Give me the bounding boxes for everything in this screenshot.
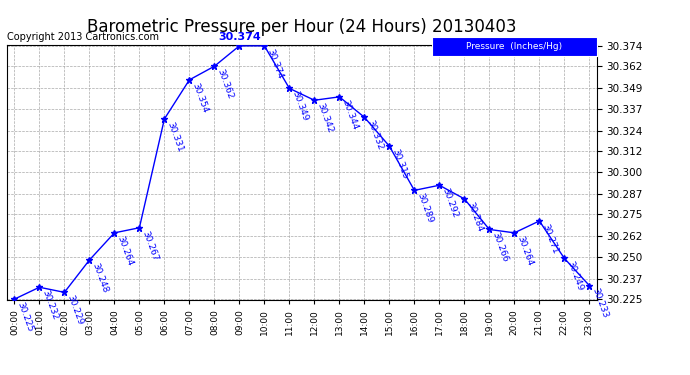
Text: 30.354: 30.354 — [190, 81, 210, 114]
Text: 30.229: 30.229 — [66, 294, 85, 326]
Text: 30.271: 30.271 — [541, 222, 560, 255]
Text: 30.344: 30.344 — [341, 98, 360, 131]
Text: 30.233: 30.233 — [591, 287, 610, 320]
Text: 30.292: 30.292 — [441, 187, 460, 219]
Text: 30.349: 30.349 — [290, 90, 310, 122]
Text: 30.266: 30.266 — [491, 231, 510, 264]
Text: 30.315: 30.315 — [391, 147, 410, 180]
Text: 30.284: 30.284 — [466, 200, 485, 233]
Title: Barometric Pressure per Hour (24 Hours) 20130403: Barometric Pressure per Hour (24 Hours) … — [87, 18, 517, 36]
Text: Copyright 2013 Cartronics.com: Copyright 2013 Cartronics.com — [7, 33, 159, 42]
Text: 30.249: 30.249 — [566, 260, 585, 292]
Text: 30.264: 30.264 — [515, 234, 535, 267]
Text: 30.267: 30.267 — [141, 229, 160, 262]
Text: 30.232: 30.232 — [41, 289, 60, 321]
Text: 30.332: 30.332 — [366, 118, 385, 152]
Text: 30.331: 30.331 — [166, 120, 185, 153]
Text: 30.374: 30.374 — [266, 47, 285, 80]
Text: 30.362: 30.362 — [216, 68, 235, 100]
Text: 30.342: 30.342 — [316, 102, 335, 134]
Text: 30.374: 30.374 — [218, 32, 261, 42]
Text: 30.248: 30.248 — [91, 261, 110, 294]
Text: 30.289: 30.289 — [416, 192, 435, 224]
Text: 30.225: 30.225 — [16, 300, 35, 333]
Text: 30.264: 30.264 — [116, 234, 135, 267]
